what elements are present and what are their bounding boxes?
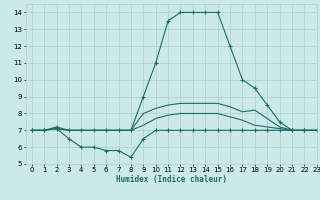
X-axis label: Humidex (Indice chaleur): Humidex (Indice chaleur) — [116, 175, 227, 184]
